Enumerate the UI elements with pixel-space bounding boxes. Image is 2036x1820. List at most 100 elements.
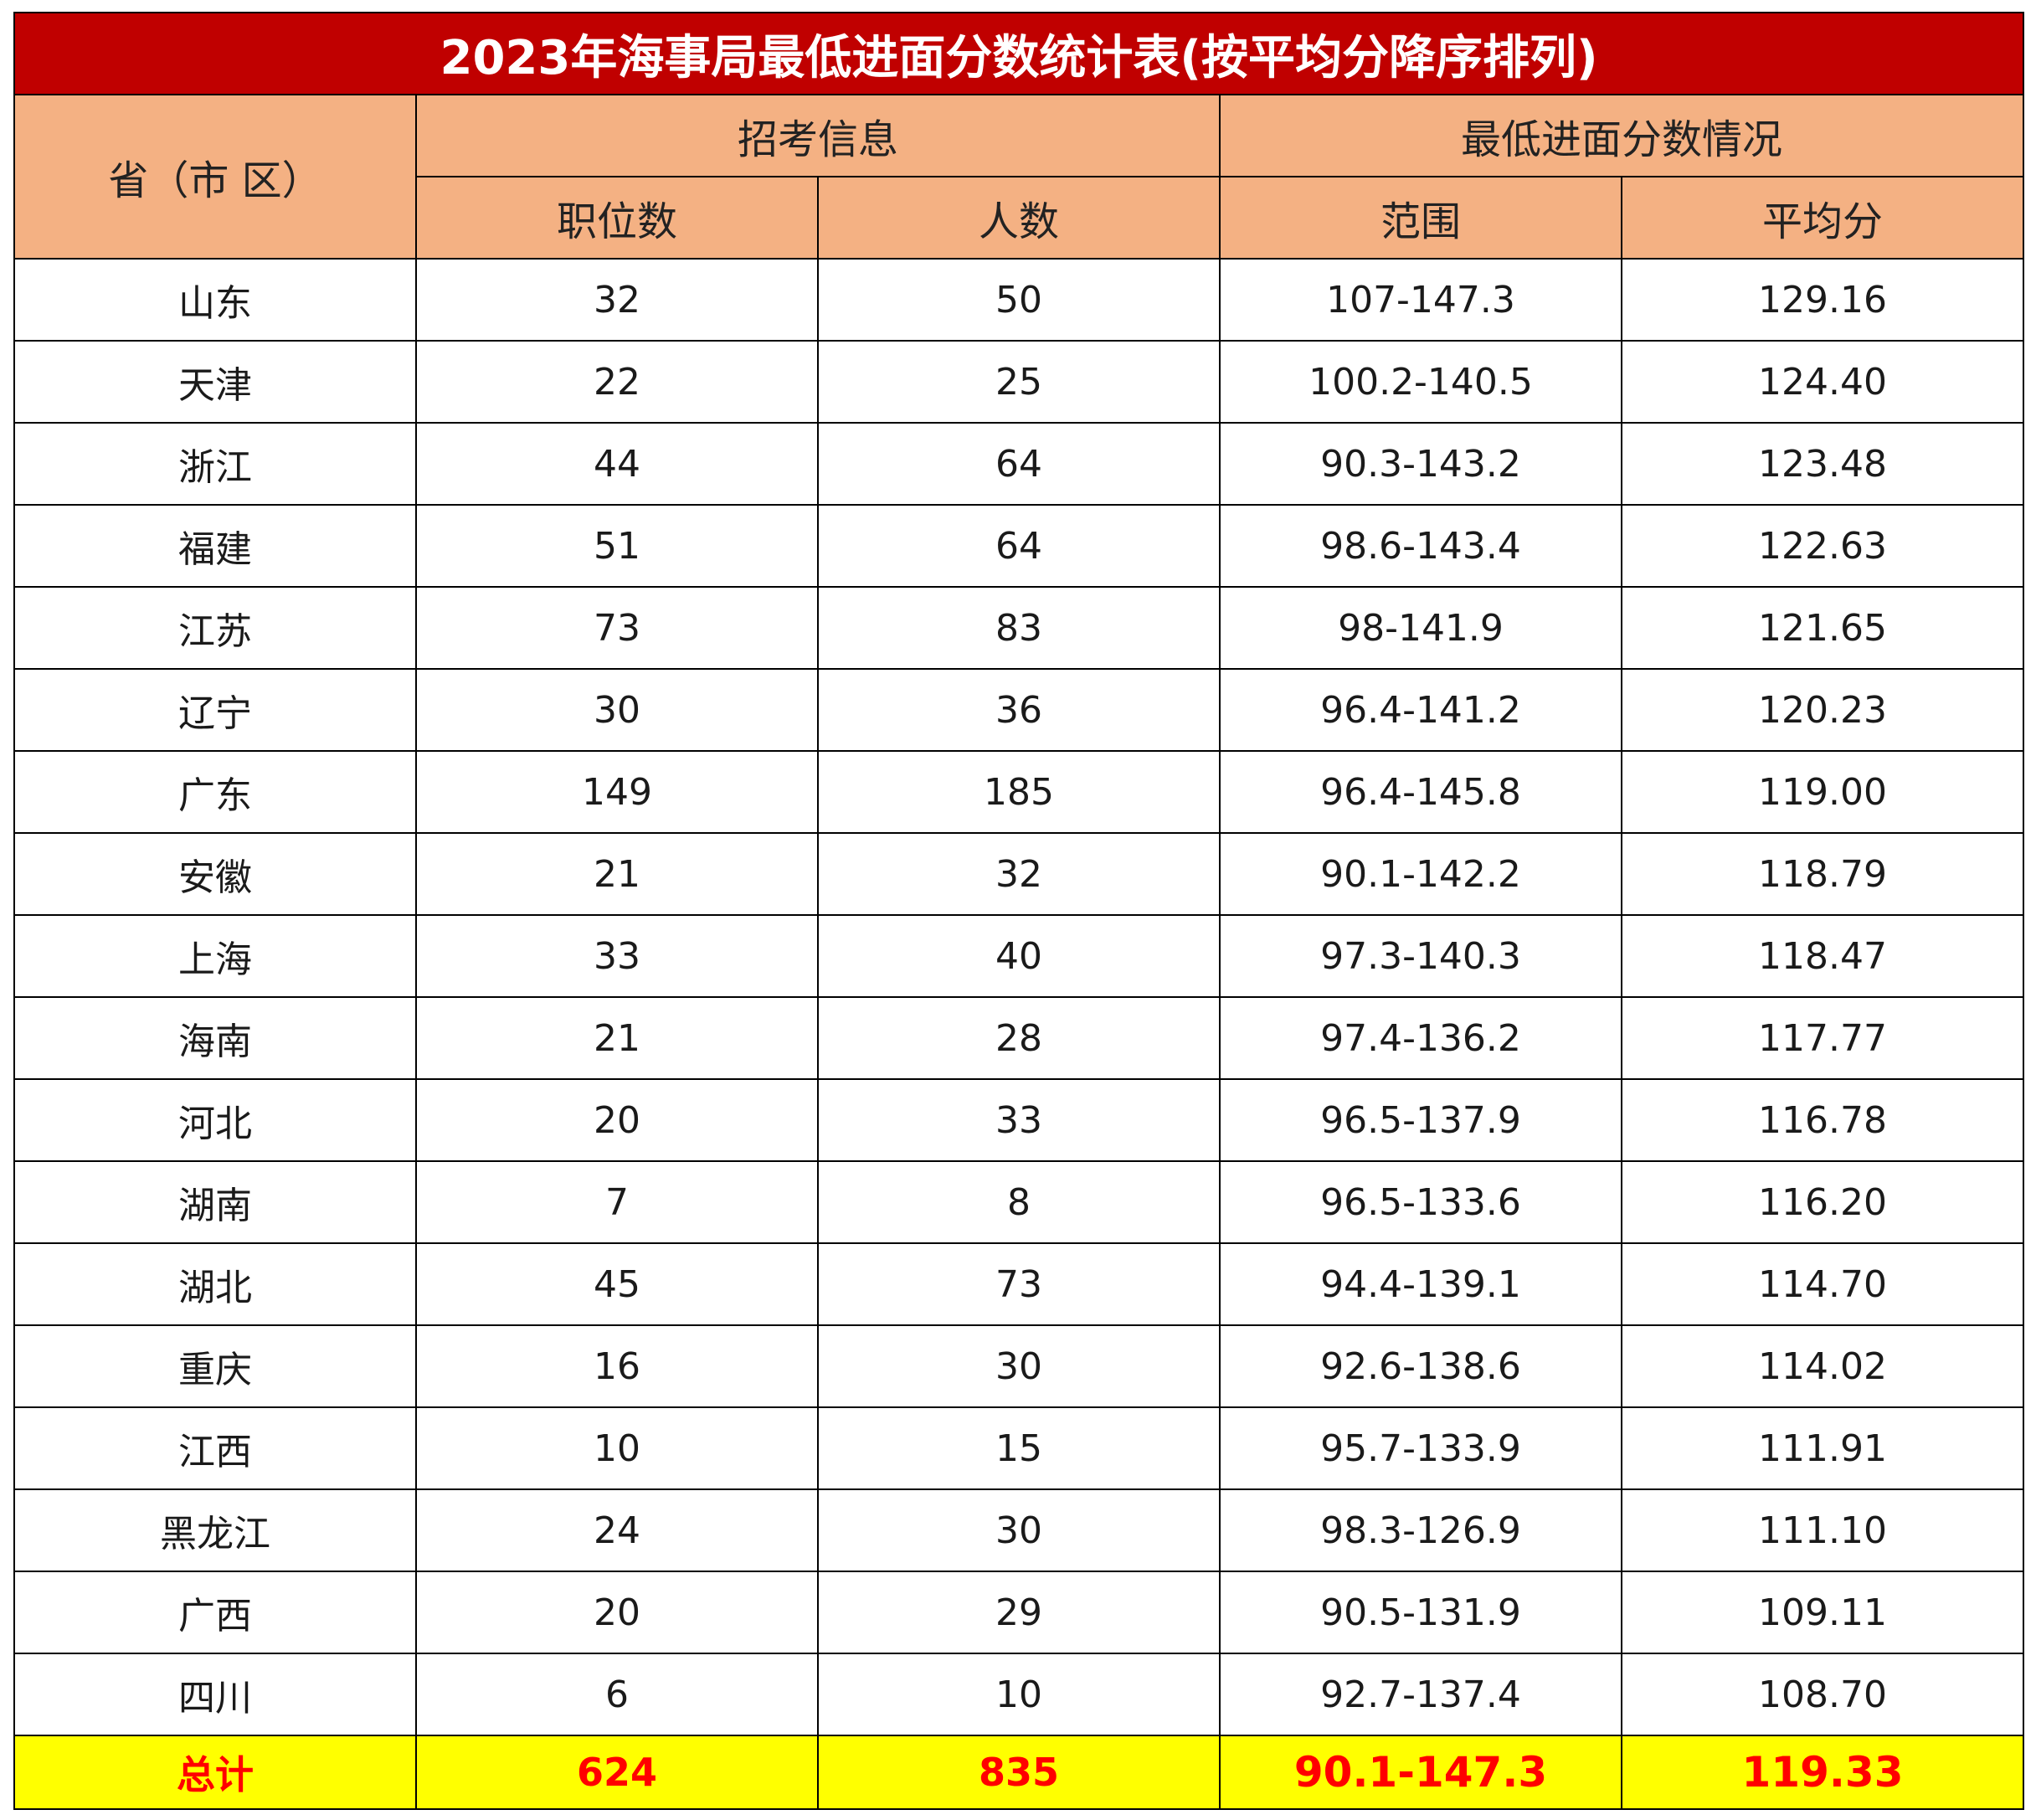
cell-range: 95.7-133.9	[1219, 1406, 1622, 1490]
cell-people: 30	[817, 1488, 1221, 1572]
cell-average: 116.78	[1620, 1078, 2025, 1162]
cell-range: 97.4-136.2	[1219, 996, 1622, 1080]
cell-average: 111.10	[1620, 1488, 2025, 1572]
table-row: 浙江 44 64 90.3-143.2 123.48	[13, 422, 2025, 506]
cell-positions: 24	[415, 1488, 819, 1572]
cell-average: 114.70	[1620, 1242, 2025, 1326]
cell-region: 湖北	[13, 1242, 417, 1326]
cell-range: 96.5-137.9	[1219, 1078, 1622, 1162]
table-row: 江西 10 15 95.7-133.9 111.91	[13, 1406, 2025, 1490]
cell-region: 湖南	[13, 1160, 417, 1244]
cell-range: 96.4-145.8	[1219, 750, 1622, 834]
cell-region: 江苏	[13, 586, 417, 670]
cell-people: 33	[817, 1078, 1221, 1162]
header-score-group: 最低进面分数情况	[1218, 94, 2025, 177]
cell-people: 15	[817, 1406, 1221, 1490]
cell-range: 94.4-139.1	[1219, 1242, 1622, 1326]
cell-positions: 20	[415, 1571, 819, 1654]
cell-positions: 20	[415, 1078, 819, 1162]
table-row: 福建 51 64 98.6-143.4 122.63	[13, 504, 2025, 588]
table-row: 广东 149 185 96.4-145.8 119.00	[13, 750, 2025, 834]
cell-positions: 7	[415, 1160, 819, 1244]
table-row: 山东 32 50 107-147.3 129.16	[13, 258, 2025, 342]
cell-region: 广东	[13, 750, 417, 834]
total-positions: 624	[415, 1735, 819, 1810]
table-row: 广西 20 29 90.5-131.9 109.11	[13, 1571, 2025, 1654]
cell-range: 98-141.9	[1219, 586, 1622, 670]
cell-positions: 30	[415, 668, 819, 752]
cell-people: 30	[817, 1324, 1221, 1408]
total-range: 90.1-147.3	[1219, 1735, 1622, 1810]
cell-range: 97.3-140.3	[1219, 914, 1622, 998]
cell-range: 98.3-126.9	[1219, 1488, 1622, 1572]
cell-average: 122.63	[1620, 504, 2025, 588]
cell-average: 119.00	[1620, 750, 2025, 834]
header-recruit-group: 招考信息	[415, 94, 1221, 177]
table-row: 辽宁 30 36 96.4-141.2 120.23	[13, 668, 2025, 752]
cell-average: 117.77	[1620, 996, 2025, 1080]
cell-people: 83	[817, 586, 1221, 670]
header-row-columns: 职位数 人数 范围 平均分	[14, 176, 2025, 260]
table-row: 湖南 7 8 96.5-133.6 116.20	[13, 1160, 2025, 1244]
total-average: 119.33	[1620, 1735, 2025, 1810]
cell-people: 28	[817, 996, 1221, 1080]
cell-average: 114.02	[1620, 1324, 2025, 1408]
cell-people: 50	[817, 258, 1221, 342]
cell-people: 29	[817, 1571, 1221, 1654]
cell-region: 山东	[13, 258, 417, 342]
cell-positions: 73	[415, 586, 819, 670]
score-table: 2023年海事局最低进面分数统计表(按平均分降序排列) 省（市 区） 招考信息 …	[13, 12, 2025, 1810]
cell-average: 111.91	[1620, 1406, 2025, 1490]
total-region: 总计	[13, 1735, 417, 1810]
table-row: 江苏 73 83 98-141.9 121.65	[13, 586, 2025, 670]
cell-region: 上海	[13, 914, 417, 998]
cell-positions: 45	[415, 1242, 819, 1326]
cell-positions: 6	[415, 1653, 819, 1736]
cell-region: 安徽	[13, 832, 417, 916]
cell-people: 40	[817, 914, 1221, 998]
table-row: 湖北 45 73 94.4-139.1 114.70	[13, 1242, 2025, 1326]
cell-average: 121.65	[1620, 586, 2025, 670]
cell-positions: 32	[415, 258, 819, 342]
header-range: 范围	[1219, 176, 1622, 260]
total-row: 总计 624 835 90.1-147.3 119.33	[13, 1735, 2025, 1810]
cell-average: 120.23	[1620, 668, 2025, 752]
cell-people: 8	[817, 1160, 1221, 1244]
cell-people: 64	[817, 422, 1221, 506]
cell-positions: 21	[415, 996, 819, 1080]
cell-average: 109.11	[1620, 1571, 2025, 1654]
cell-average: 123.48	[1620, 422, 2025, 506]
cell-range: 92.6-138.6	[1219, 1324, 1622, 1408]
cell-range: 100.2-140.5	[1219, 340, 1622, 424]
cell-region: 江西	[13, 1406, 417, 1490]
cell-region: 重庆	[13, 1324, 417, 1408]
cell-people: 185	[817, 750, 1221, 834]
cell-people: 36	[817, 668, 1221, 752]
cell-range: 107-147.3	[1219, 258, 1622, 342]
table-row: 黑龙江 24 30 98.3-126.9 111.10	[13, 1488, 2025, 1572]
cell-average: 124.40	[1620, 340, 2025, 424]
cell-average: 108.70	[1620, 1653, 2025, 1736]
cell-average: 129.16	[1620, 258, 2025, 342]
cell-range: 98.6-143.4	[1219, 504, 1622, 588]
table-row: 天津 22 25 100.2-140.5 124.40	[13, 340, 2025, 424]
cell-positions: 22	[415, 340, 819, 424]
table-row: 河北 20 33 96.5-137.9 116.78	[13, 1078, 2025, 1162]
table-row: 重庆 16 30 92.6-138.6 114.02	[13, 1324, 2025, 1408]
cell-region: 海南	[13, 996, 417, 1080]
cell-people: 32	[817, 832, 1221, 916]
cell-people: 25	[817, 340, 1221, 424]
cell-positions: 16	[415, 1324, 819, 1408]
cell-region: 浙江	[13, 422, 417, 506]
table-row: 上海 33 40 97.3-140.3 118.47	[13, 914, 2025, 998]
cell-region: 黑龙江	[13, 1488, 417, 1572]
cell-people: 64	[817, 504, 1221, 588]
table-row: 海南 21 28 97.4-136.2 117.77	[13, 996, 2025, 1080]
header-people: 人数	[817, 176, 1221, 260]
cell-people: 10	[817, 1653, 1221, 1736]
header-average: 平均分	[1620, 176, 2025, 260]
header-row-group: 省（市 区） 招考信息 最低进面分数情况	[13, 94, 2025, 260]
cell-range: 90.3-143.2	[1219, 422, 1622, 506]
cell-region: 广西	[13, 1571, 417, 1654]
cell-positions: 44	[415, 422, 819, 506]
